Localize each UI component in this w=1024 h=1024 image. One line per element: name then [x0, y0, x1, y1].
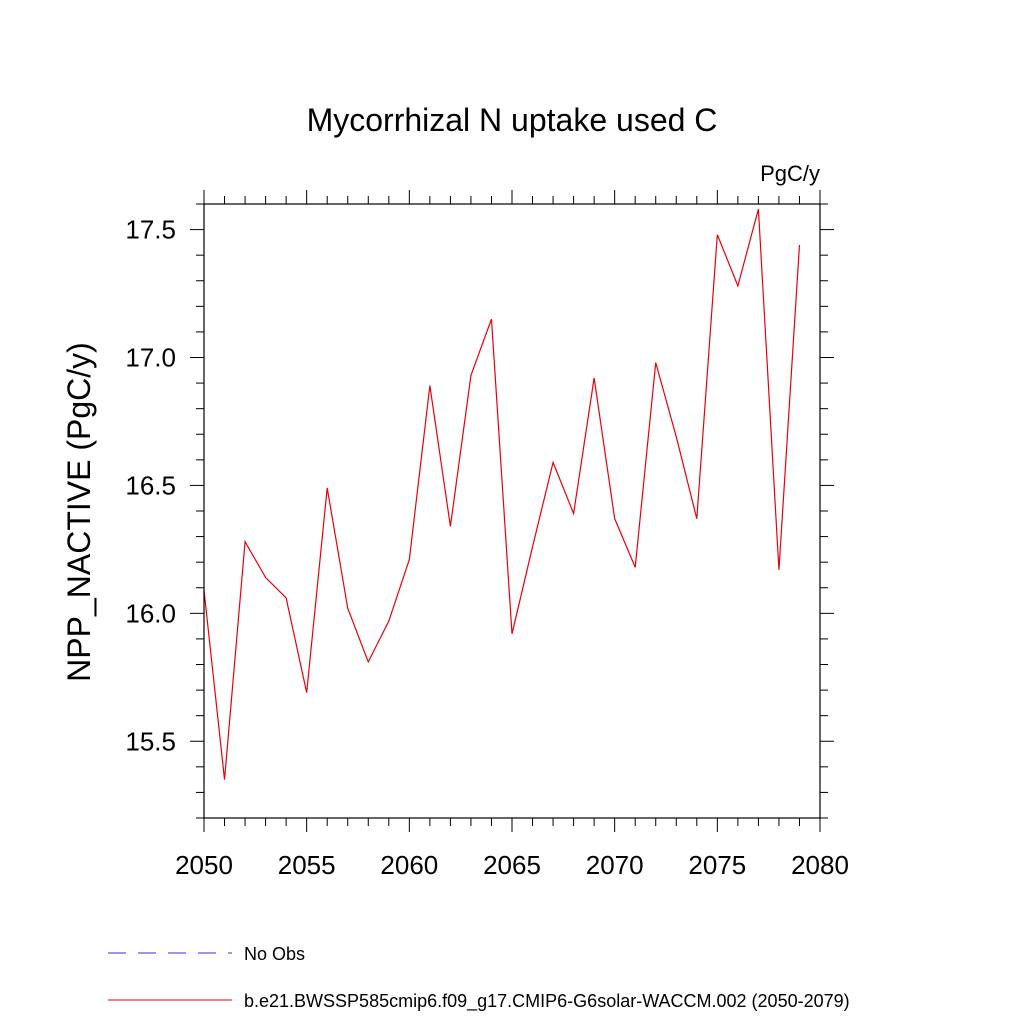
x-tick-label: 2075 [688, 850, 746, 880]
y-tick-label: 16.0 [125, 598, 176, 628]
legend-label: No Obs [244, 944, 305, 964]
minor-ticks [196, 196, 828, 826]
x-tick-label: 2050 [175, 850, 233, 880]
legend: No Obs b.e21.BWSSP585cmip6.f09_g17.CMIP6-… [108, 944, 850, 1012]
x-tick-label: 2060 [380, 850, 438, 880]
y-tick-labels: 15.5 16.0 16.5 17.0 17.5 [125, 215, 176, 757]
units-label: PgC/y [760, 161, 820, 186]
y-axis-label: NPP_NACTIVE (PgC/y) [61, 342, 97, 682]
series-line [203, 208, 801, 780]
major-ticks [190, 190, 834, 832]
x-tick-label: 2055 [278, 850, 336, 880]
y-tick-label: 15.5 [125, 726, 176, 756]
x-tick-label: 2080 [791, 850, 849, 880]
chart-title: Mycorrhizal N uptake used C [307, 102, 718, 138]
x-tick-label: 2070 [586, 850, 644, 880]
data-series [203, 208, 801, 780]
x-tick-labels: 2050 2055 2060 2065 2070 2075 2080 [175, 850, 849, 880]
y-tick-label: 16.5 [125, 470, 176, 500]
x-tick-label: 2065 [483, 850, 541, 880]
y-tick-label: 17.0 [125, 343, 176, 373]
y-tick-label: 17.5 [125, 215, 176, 245]
legend-label: b.e21.BWSSP585cmip6.f09_g17.CMIP6-G6sola… [244, 991, 850, 1012]
plot-frame [203, 203, 821, 819]
